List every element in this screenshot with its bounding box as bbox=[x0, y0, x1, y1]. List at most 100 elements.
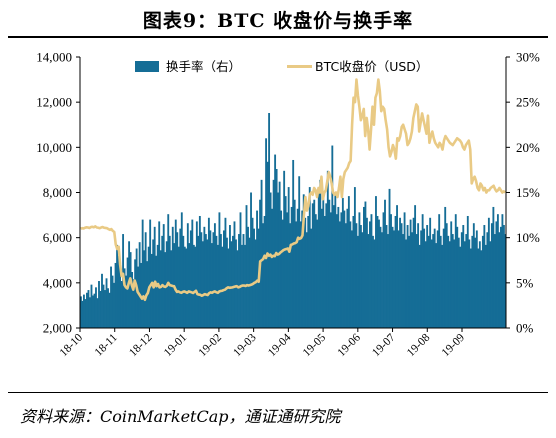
figure-title: 图表9：BTC 收盘价与换手率 bbox=[142, 10, 414, 32]
turnover-bar bbox=[421, 214, 424, 328]
turnover-bar bbox=[95, 287, 97, 328]
turnover-bar bbox=[475, 230, 478, 328]
turnover-bar bbox=[212, 232, 215, 328]
turnover-bar bbox=[439, 235, 442, 328]
turnover-bar bbox=[478, 241, 481, 328]
turnover-bar bbox=[314, 214, 317, 328]
turnover-bar bbox=[286, 212, 289, 328]
turnover-bar bbox=[403, 212, 406, 328]
turnover-bar bbox=[253, 228, 255, 328]
turnover-bar bbox=[198, 215, 201, 328]
turnover-bar bbox=[484, 244, 487, 328]
title-rule bbox=[8, 36, 548, 38]
turnover-bar bbox=[311, 203, 314, 328]
turnover-bar bbox=[450, 221, 453, 328]
turnover-bar bbox=[381, 232, 383, 328]
turnover-bar bbox=[498, 232, 501, 328]
turnover-bar bbox=[370, 214, 373, 328]
turnover-bar bbox=[221, 246, 224, 328]
turnover-bar bbox=[387, 234, 389, 328]
turnover-bar bbox=[194, 246, 197, 328]
turnover-bar bbox=[101, 273, 103, 328]
turnover-bar bbox=[420, 230, 423, 328]
turnover-bar bbox=[96, 298, 99, 328]
turnover-bar bbox=[141, 219, 144, 328]
turnover-bar bbox=[126, 257, 129, 328]
turnover-bar bbox=[262, 223, 264, 328]
turnover-bar bbox=[369, 221, 371, 328]
turnover-bar bbox=[363, 206, 365, 328]
turnover-bar bbox=[382, 212, 385, 328]
turnover-bar bbox=[284, 196, 287, 328]
turnover-bar bbox=[328, 199, 331, 328]
turnover-bar bbox=[289, 223, 292, 328]
turnover-bar bbox=[307, 215, 310, 328]
turnover-bar bbox=[223, 230, 225, 328]
turnover-bar bbox=[462, 225, 465, 328]
turnover-bar bbox=[271, 208, 274, 328]
turnover-bar bbox=[183, 246, 186, 328]
turnover-bar bbox=[414, 205, 417, 328]
turnover-bar bbox=[248, 237, 251, 328]
turnover-bar bbox=[338, 221, 341, 328]
turnover-bar bbox=[426, 225, 429, 328]
turnover-bar bbox=[384, 199, 386, 328]
turnover-bar bbox=[412, 217, 415, 328]
turnover-bar bbox=[366, 217, 368, 328]
turnover-bar bbox=[435, 243, 438, 328]
turnover-bar bbox=[415, 234, 418, 328]
y-right-tick-label: 5% bbox=[516, 275, 534, 290]
turnover-bar bbox=[229, 225, 231, 328]
turnover-bar bbox=[454, 214, 457, 328]
y-right-tick-label: 20% bbox=[516, 140, 540, 155]
turnover-bar bbox=[465, 234, 468, 328]
turnover-bar bbox=[180, 212, 183, 328]
turnover-bar bbox=[250, 192, 252, 328]
turnover-bar bbox=[158, 221, 161, 328]
turnover-bar bbox=[108, 292, 111, 328]
turnover-bar bbox=[390, 214, 392, 328]
turnover-bar bbox=[98, 281, 100, 328]
turnover-bar bbox=[499, 226, 502, 328]
turnover-bar bbox=[400, 223, 403, 328]
turnover-bar bbox=[117, 255, 120, 328]
legend: 换手率（右） BTC收盘价（USD） bbox=[135, 59, 428, 74]
turnover-bar bbox=[316, 219, 319, 328]
turnover-bar bbox=[325, 203, 328, 328]
turnover-bar bbox=[102, 284, 105, 328]
turnover-bar bbox=[144, 232, 147, 328]
turnover-bar bbox=[468, 239, 471, 328]
turnover-bar bbox=[192, 244, 195, 328]
turnover-bar bbox=[430, 239, 433, 328]
turnover-bar bbox=[453, 239, 456, 328]
turnover-bar bbox=[418, 244, 421, 328]
turnover-bar bbox=[280, 210, 283, 328]
x-tick-label: 19-04 bbox=[266, 331, 294, 359]
turnover-bar bbox=[372, 235, 374, 328]
turnover-bar bbox=[236, 250, 239, 328]
turnover-bar bbox=[168, 235, 171, 328]
turnover-bar bbox=[489, 241, 492, 328]
turnover-bar bbox=[373, 239, 376, 328]
y-left-tick-label: 4,000 bbox=[43, 275, 72, 290]
turnover-bar bbox=[125, 275, 128, 328]
x-tick-label: 19-09 bbox=[440, 331, 468, 359]
turnover-bar bbox=[83, 294, 85, 328]
turnover-bar bbox=[379, 226, 382, 328]
turnover-bar bbox=[191, 219, 194, 328]
turnover-bar bbox=[254, 239, 257, 328]
turnover-bar bbox=[89, 297, 91, 328]
turnover-bar bbox=[477, 248, 480, 328]
turnover-bar bbox=[359, 225, 362, 328]
x-tick-label: 18-10 bbox=[58, 331, 86, 359]
x-tick-label: 19-06 bbox=[335, 331, 363, 359]
turnover-bar bbox=[487, 217, 490, 328]
turnover-bar bbox=[347, 196, 350, 328]
turnover-bar bbox=[80, 296, 82, 328]
turnover-bar bbox=[326, 170, 329, 328]
y-left-tick-label: 2,000 bbox=[43, 321, 72, 336]
turnover-bar bbox=[84, 299, 87, 328]
turnover-bar bbox=[189, 230, 192, 328]
turnover-bar bbox=[293, 199, 296, 328]
turnover-bar bbox=[93, 293, 96, 328]
